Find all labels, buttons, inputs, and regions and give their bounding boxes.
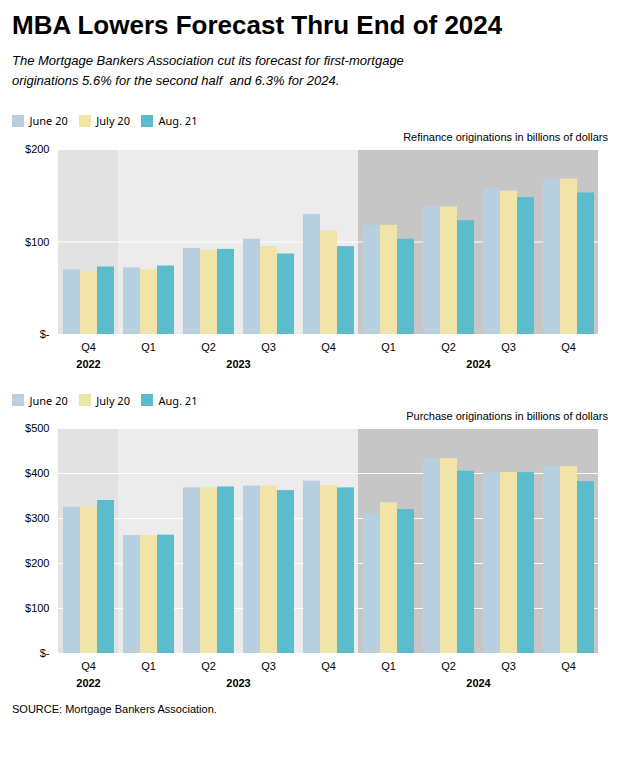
svg-text:Q4: Q4 (81, 660, 96, 672)
svg-text:Q4: Q4 (561, 341, 576, 353)
svg-text:Q4: Q4 (81, 341, 96, 353)
svg-text:Q4: Q4 (561, 660, 576, 672)
svg-text:Q3: Q3 (501, 341, 516, 353)
html-text:The Mortgage Bankers Associati: The Mortgage Bankers Association cut its… (12, 53, 404, 88)
svg-text:$-: $- (40, 328, 50, 340)
svg-text:2022: 2022 (76, 358, 100, 370)
html-text:July 20: July 20 (96, 113, 130, 128)
svg-text:$400: $400 (25, 467, 49, 479)
svg-text:Q1: Q1 (141, 341, 156, 353)
svg-text:2022: 2022 (76, 677, 100, 689)
html-text:Aug. 21: Aug. 21 (158, 113, 198, 128)
svg-text:Q4: Q4 (321, 341, 336, 353)
html-text:SOURCE: Mortgage Bankers Assoc: SOURCE: Mortgage Bankers Association. (12, 703, 217, 715)
html-text:July 20: July 20 (96, 392, 130, 408)
svg-text:$200: $200 (25, 557, 49, 569)
html-text:Purchase originations in billi: Purchase originations in billions of dol… (406, 410, 608, 422)
svg-text:Q3: Q3 (261, 660, 276, 672)
svg-text:Q2: Q2 (201, 341, 216, 353)
svg-text:Q2: Q2 (441, 341, 456, 353)
svg-text:$300: $300 (25, 512, 49, 524)
svg-text:2023: 2023 (226, 358, 250, 370)
svg-text:$200: $200 (25, 143, 49, 155)
svg-text:2024: 2024 (466, 358, 491, 370)
html-text:MBA Lowers Forecast Thru End o: MBA Lowers Forecast Thru End of 2024 (12, 10, 503, 40)
html-text:June 20: June 20 (29, 113, 68, 128)
svg-text:2023: 2023 (226, 677, 250, 689)
svg-text:Q4: Q4 (321, 660, 336, 672)
svg-text:$100: $100 (25, 602, 49, 614)
svg-text:Q1: Q1 (381, 341, 396, 353)
svg-text:Q1: Q1 (141, 660, 156, 672)
html-text:Aug. 21: Aug. 21 (158, 392, 198, 408)
svg-text:$-: $- (40, 647, 50, 659)
svg-text:$500: $500 (25, 422, 49, 434)
html-text:June 20: June 20 (29, 392, 68, 408)
svg-text:Q3: Q3 (261, 341, 276, 353)
svg-text:2024: 2024 (466, 677, 491, 689)
svg-text:Q2: Q2 (201, 660, 216, 672)
svg-text:Q1: Q1 (381, 660, 396, 672)
svg-text:$100: $100 (25, 235, 49, 247)
svg-text:Q3: Q3 (501, 660, 516, 672)
html-text:Refinance originations in bill: Refinance originations in billions of do… (403, 130, 608, 143)
svg-text:Q2: Q2 (441, 660, 456, 672)
